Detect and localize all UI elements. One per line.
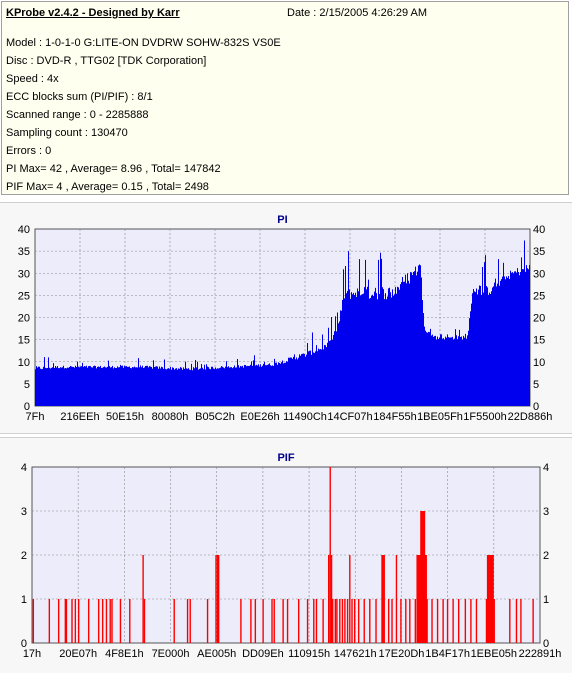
- pif-xtick-label: 17E20Dh: [379, 648, 425, 660]
- pif-xtick-label: 1B4F17h: [425, 648, 470, 660]
- pif-ytick-left: 3: [21, 506, 27, 518]
- pi-ytick-right: 30: [533, 268, 545, 280]
- pif-ytick-left: 1: [21, 594, 27, 606]
- pi-ytick-right: 20: [533, 313, 545, 325]
- info-sampling-count: Sampling count : 130470: [6, 127, 128, 139]
- pif-ytick-right: 1: [543, 594, 549, 606]
- pi-xtick-label: 7Fh: [26, 411, 45, 423]
- pif-xtick-label: 17h: [23, 648, 41, 660]
- pi-xtick-label: 11490Ch: [283, 411, 327, 423]
- pi-xtick-label: B05C2h: [195, 411, 235, 423]
- pif-xtick-label: 1EBE05h: [471, 648, 517, 660]
- pi-chart-panel: PI 0 0 5 5 10 10 15 15 20 20 25 25 30 30 35 35 40 40 7Fh 216…: [0, 202, 572, 434]
- pif-ytick-left: 2: [21, 550, 27, 562]
- pi-ytick-left: 40: [18, 224, 30, 236]
- pi-ytick-right: 5: [533, 379, 539, 391]
- pif-ytick-right: 2: [543, 550, 549, 562]
- app-title: KProbe v2.4.2 - Designed by Karr: [6, 7, 180, 19]
- pif-xtick-label: 110915h: [288, 648, 330, 660]
- pif-chart-panel: PIF 0 0 1 1 2 2 3 3 4 4 17h 20E07h 4F8E1h 7E000h AE005h…: [0, 437, 572, 673]
- pi-ytick-right: 35: [533, 246, 545, 258]
- pi-ytick-left: 5: [24, 379, 30, 391]
- pif-bars: [32, 467, 534, 643]
- pif-ytick-right: 0: [543, 638, 549, 650]
- pif-chart-title: PIF: [277, 452, 294, 464]
- pi-ytick-left: 0: [24, 401, 30, 413]
- pif-xtick-label: 20E07h: [59, 648, 97, 660]
- pif-xtick-label: AE005h: [197, 648, 236, 660]
- pif-ytick-left: 0: [21, 638, 27, 650]
- info-pi-summary: PI Max= 42 , Average= 8.96 , Total= 1478…: [6, 163, 221, 175]
- pif-xtick-label: 222891h: [519, 648, 562, 660]
- pi-bars: [35, 240, 530, 406]
- pif-xtick-label: 7E000h: [152, 648, 190, 660]
- pi-chart: PI 0 0 5 5 10 10 15 15 20 20 25 25 30 30 35 35 40 40 7Fh 216…: [18, 214, 553, 423]
- pi-ytick-left: 15: [18, 335, 30, 347]
- pi-ytick-right: 25: [533, 290, 545, 302]
- pi-xtick-label: 216EEh: [60, 411, 99, 423]
- info-errors: Errors : 0: [6, 145, 52, 157]
- pi-xtick-label: E0E26h: [240, 411, 279, 423]
- info-speed: Speed : 4x: [6, 73, 59, 85]
- scan-date: Date : 2/15/2005 4:26:29 AM: [287, 7, 428, 19]
- info-scanned-range: Scanned range : 0 - 2285888: [6, 109, 149, 121]
- pi-xtick-label: 14CF07h: [327, 411, 372, 423]
- pif-ytick-right: 4: [543, 462, 549, 474]
- info-disc: Disc : DVD-R , TTG02 [TDK Corporation]: [6, 55, 207, 67]
- pi-xtick-label: 1BE05Fh: [417, 411, 463, 423]
- pi-chart-title: PI: [277, 214, 287, 226]
- pif-xtick-label: 147621h: [334, 648, 377, 660]
- pif-ytick-right: 3: [543, 506, 549, 518]
- pi-xtick-label: 50E15h: [106, 411, 144, 423]
- pi-ytick-left: 20: [18, 313, 30, 325]
- pi-ytick-right: 0: [533, 401, 539, 413]
- pif-chart: PIF 0 0 1 1 2 2 3 3 4 4 17h 20E07h 4F8E1h 7E000h AE005h…: [21, 452, 562, 660]
- pi-ytick-right: 15: [533, 335, 545, 347]
- pi-ytick-left: 25: [18, 290, 30, 302]
- pi-xtick-label: 22D886h: [508, 411, 553, 423]
- pi-ytick-left: 35: [18, 246, 30, 258]
- pi-xtick-label: 80080h: [152, 411, 189, 423]
- pi-ytick-left: 10: [18, 357, 30, 369]
- pi-ytick-right: 10: [533, 357, 545, 369]
- info-ecc-blocks: ECC blocks sum (PI/PIF) : 8/1: [6, 91, 153, 103]
- info-panel: KProbe v2.4.2 - Designed by Karr Date : …: [1, 1, 569, 195]
- pif-xtick-label: DD09Eh: [242, 648, 284, 660]
- pi-ytick-left: 30: [18, 268, 30, 280]
- info-pif-summary: PIF Max= 4 , Average= 0.15 , Total= 2498: [6, 181, 209, 193]
- pi-xtick-label: 1F5500h: [463, 411, 506, 423]
- pif-xtick-label: 4F8E1h: [105, 648, 144, 660]
- pi-xtick-label: 184F55h: [373, 411, 416, 423]
- pi-ytick-right: 40: [533, 224, 545, 236]
- info-model: Model : 1-0-1-0 G:LITE-ON DVDRW SOHW-832…: [6, 37, 281, 49]
- pif-ytick-left: 4: [21, 462, 27, 474]
